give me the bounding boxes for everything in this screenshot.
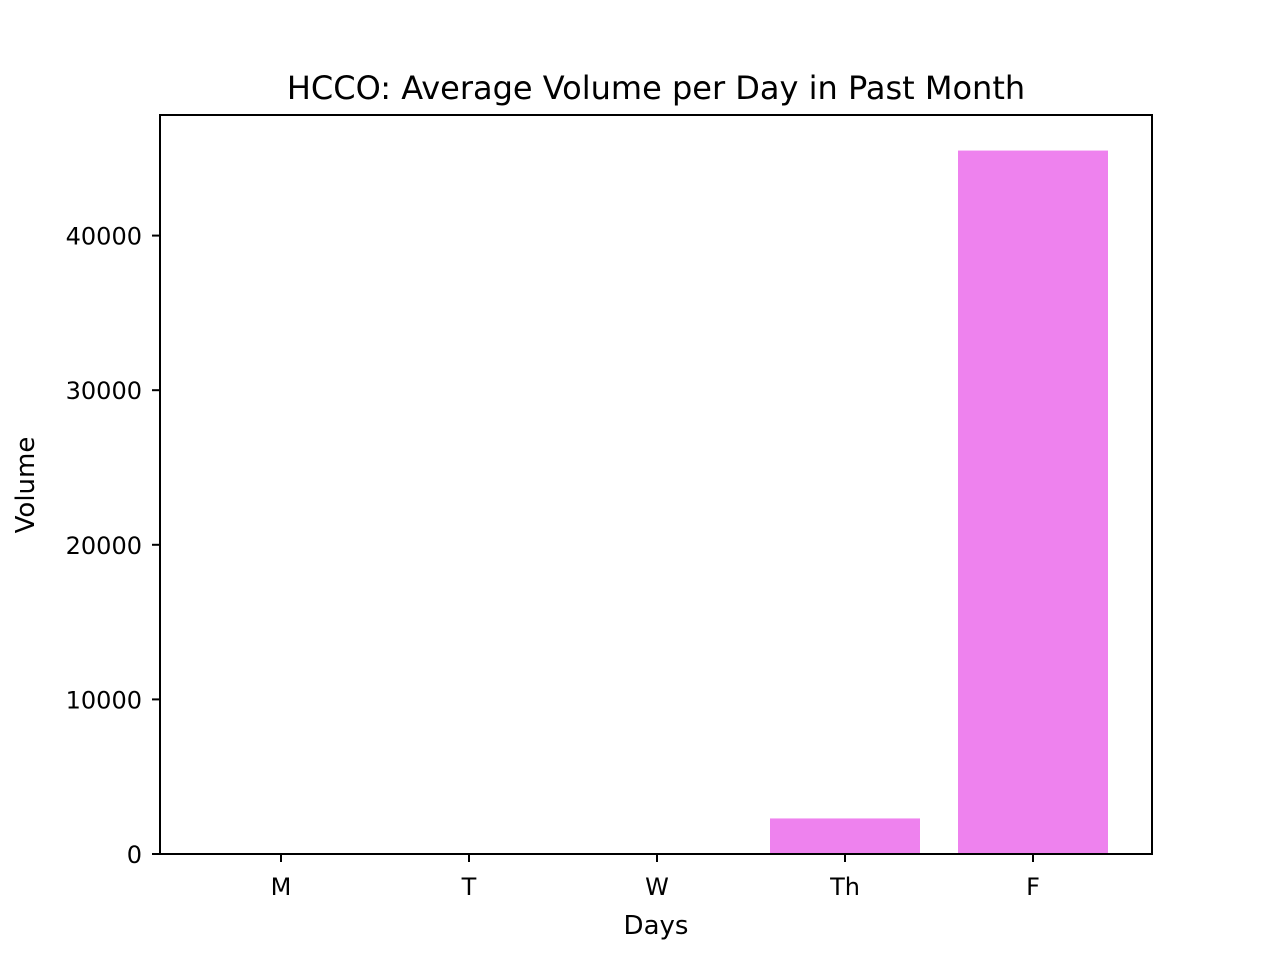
plot-frame xyxy=(159,114,1153,855)
chart-title: HCCO: Average Volume per Day in Past Mon… xyxy=(287,69,1025,107)
x-tick-label: F xyxy=(1026,873,1040,901)
bars-group xyxy=(770,150,1108,854)
y-tick-label: 20000 xyxy=(66,532,142,560)
y-tick-label: 0 xyxy=(127,841,142,869)
y-tick-label: 10000 xyxy=(66,686,142,714)
x-tick-label: T xyxy=(461,873,477,901)
x-tick-label: M xyxy=(271,873,292,901)
y-tick-label: 30000 xyxy=(66,377,142,405)
bar-f xyxy=(958,150,1108,854)
x-axis-ticks: M T W Th F xyxy=(271,854,1040,901)
x-tick-label: W xyxy=(645,873,669,901)
y-tick-label: 40000 xyxy=(66,223,142,251)
y-axis-label: Volume xyxy=(11,437,41,534)
bar-th xyxy=(770,818,920,854)
x-axis-label: Days xyxy=(624,911,689,941)
y-axis-ticks: 0 10000 20000 30000 40000 xyxy=(66,223,160,869)
x-tick-label: Th xyxy=(829,873,860,901)
